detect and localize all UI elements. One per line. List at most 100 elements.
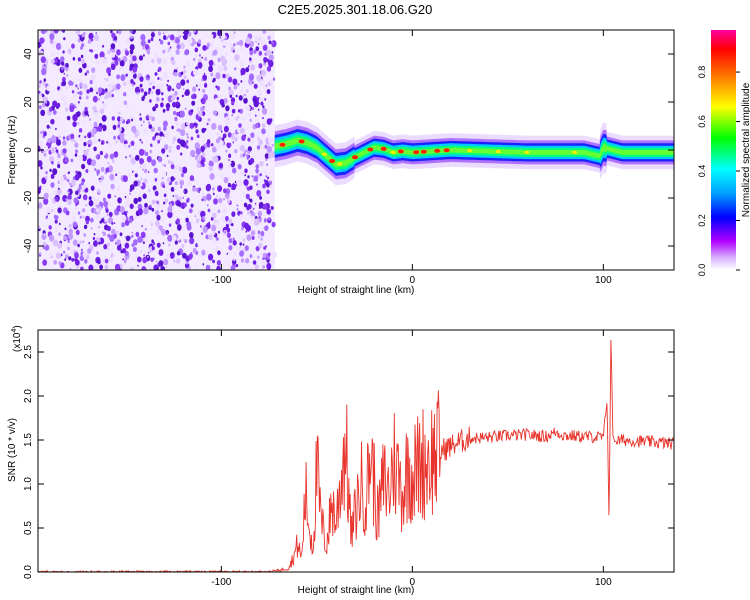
- x-tick-label: 100: [595, 577, 612, 588]
- noise-speckle: [134, 133, 138, 138]
- noise-speckle: [131, 125, 137, 133]
- noise-speckle: [118, 171, 120, 174]
- noise-speckle: [106, 141, 109, 144]
- noise-speckle: [67, 240, 70, 243]
- noise-speckle: [98, 206, 102, 212]
- noise-speckle: [174, 71, 178, 77]
- noise-speckle: [233, 109, 236, 112]
- noise-speckle: [201, 192, 204, 196]
- noise-speckle: [142, 95, 146, 99]
- noise-speckle: [77, 63, 80, 66]
- noise-speckle: [172, 136, 177, 142]
- noise-speckle: [172, 255, 175, 258]
- noise-speckle: [85, 169, 89, 173]
- noise-speckle: [207, 139, 211, 144]
- noise-speckle: [184, 107, 187, 110]
- noise-speckle: [162, 184, 165, 188]
- noise-speckle: [106, 67, 112, 74]
- noise-speckle: [50, 173, 55, 179]
- noise-speckle: [130, 157, 136, 165]
- noise-speckle: [38, 95, 43, 100]
- noise-speckle: [74, 174, 80, 181]
- noise-speckle: [134, 86, 141, 94]
- noise-speckle: [58, 111, 60, 115]
- noise-speckle: [251, 236, 255, 240]
- noise-speckle: [182, 196, 185, 199]
- noise-speckle: [255, 246, 260, 252]
- noise-speckle: [104, 264, 109, 270]
- noise-speckle: [191, 91, 194, 95]
- noise-speckle: [205, 264, 211, 270]
- noise-speckle: [152, 185, 157, 191]
- noise-speckle: [106, 74, 109, 78]
- noise-speckle: [212, 259, 216, 264]
- noise-speckle: [251, 175, 254, 178]
- noise-speckle: [52, 109, 57, 115]
- noise-speckle: [45, 216, 48, 220]
- noise-speckle: [75, 103, 78, 107]
- noise-speckle: [218, 197, 223, 204]
- noise-speckle: [109, 47, 112, 51]
- noise-speckle: [151, 91, 154, 94]
- noise-speckle: [217, 230, 221, 234]
- noise-speckle: [195, 84, 198, 87]
- noise-speckle: [212, 49, 218, 56]
- snr-scale-close: ): [12, 325, 23, 328]
- noise-speckle: [41, 233, 47, 240]
- noise-speckle: [140, 34, 146, 41]
- noise-speckle: [105, 208, 109, 213]
- noise-speckle: [57, 242, 63, 249]
- noise-speckle: [57, 118, 59, 121]
- noise-speckle: [233, 252, 237, 256]
- noise-speckle: [239, 242, 242, 246]
- noise-speckle: [131, 231, 134, 234]
- noise-speckle: [193, 30, 197, 33]
- noise-speckle: [247, 65, 250, 68]
- noise-speckle: [102, 103, 107, 109]
- noise-speckle: [140, 183, 143, 187]
- noise-speckle: [121, 222, 125, 228]
- noise-speckle: [263, 57, 268, 63]
- noise-speckle: [41, 150, 44, 154]
- noise-speckle: [235, 94, 238, 98]
- noise-speckle: [258, 201, 264, 209]
- noise-speckle: [60, 94, 66, 102]
- noise-speckle: [247, 203, 252, 210]
- noise-speckle: [211, 187, 215, 191]
- noise-speckle: [129, 59, 133, 65]
- noise-speckle: [252, 260, 257, 265]
- noise-speckle: [100, 218, 105, 223]
- noise-speckle: [133, 146, 137, 150]
- noise-speckle: [88, 196, 92, 201]
- figure-title: C2E5.2025.301.18.06.G20: [278, 2, 433, 17]
- noise-speckle: [145, 151, 149, 157]
- noise-speckle: [151, 207, 155, 212]
- noise-speckle: [116, 30, 119, 34]
- noise-speckle: [218, 162, 224, 169]
- signal-ridge: [274, 119, 674, 186]
- noise-speckle: [202, 226, 208, 233]
- noise-speckle: [216, 133, 219, 136]
- noise-speckle: [266, 262, 272, 270]
- noise-speckle: [56, 139, 61, 146]
- noise-speckle: [190, 203, 194, 208]
- noise-speckle: [239, 246, 242, 249]
- noise-speckle: [179, 42, 185, 50]
- noise-speckle: [239, 213, 244, 219]
- noise-speckle: [98, 92, 102, 97]
- noise-speckle: [233, 85, 238, 90]
- noise-speckle: [162, 30, 167, 35]
- noise-speckle: [262, 264, 266, 269]
- noise-speckle: [228, 86, 232, 91]
- noise-speckle: [228, 238, 233, 244]
- noise-speckle: [268, 218, 271, 221]
- noise-speckle: [160, 217, 165, 223]
- noise-speckle: [51, 136, 57, 144]
- noise-speckle: [107, 193, 112, 199]
- snr-axes: -100 0 100 0.0 0.5 1.0 1.5 2.0 2.5: [23, 330, 674, 588]
- noise-speckle: [74, 142, 79, 148]
- noise-speckle: [258, 139, 263, 146]
- noise-speckle: [241, 226, 244, 231]
- noise-speckle: [243, 202, 248, 208]
- noise-speckle: [96, 169, 100, 175]
